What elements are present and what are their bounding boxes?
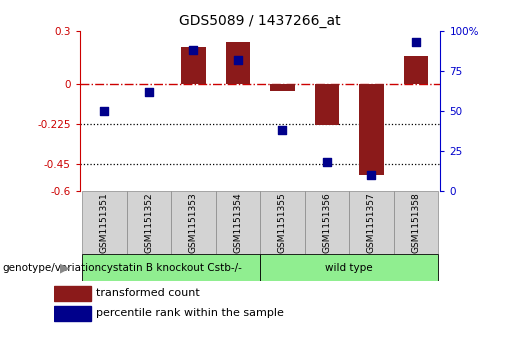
Bar: [349, 191, 393, 254]
Point: [411, 39, 420, 45]
Text: GSM1151352: GSM1151352: [144, 192, 153, 253]
Bar: [304, 191, 349, 254]
Point: [323, 159, 331, 165]
Title: GDS5089 / 1437266_at: GDS5089 / 1437266_at: [179, 15, 341, 28]
Point: [234, 57, 242, 62]
Bar: [127, 191, 171, 254]
Point: [189, 47, 197, 53]
Bar: [260, 254, 438, 281]
Bar: [260, 191, 304, 254]
Bar: [216, 191, 260, 254]
Bar: [54, 286, 91, 301]
Bar: [171, 191, 216, 254]
Bar: [393, 191, 438, 254]
Bar: [82, 191, 127, 254]
Text: GSM1151353: GSM1151353: [189, 192, 198, 253]
Text: ▶: ▶: [60, 261, 69, 274]
Text: GSM1151351: GSM1151351: [100, 192, 109, 253]
Text: GSM1151357: GSM1151357: [367, 192, 376, 253]
Bar: [404, 56, 428, 84]
Text: percentile rank within the sample: percentile rank within the sample: [96, 308, 284, 318]
Point: [100, 108, 109, 114]
Text: transformed count: transformed count: [96, 288, 199, 298]
Point: [278, 127, 286, 133]
Bar: [359, 84, 384, 175]
Text: genotype/variation: genotype/variation: [3, 263, 101, 273]
Bar: [181, 47, 205, 84]
Bar: [270, 84, 295, 91]
Text: cystatin B knockout Cstb-/-: cystatin B knockout Cstb-/-: [100, 263, 242, 273]
Text: GSM1151356: GSM1151356: [322, 192, 331, 253]
Text: GSM1151355: GSM1151355: [278, 192, 287, 253]
Bar: [82, 254, 260, 281]
Point: [145, 89, 153, 94]
Text: GSM1151354: GSM1151354: [233, 192, 243, 253]
Bar: [226, 41, 250, 84]
Bar: [315, 84, 339, 125]
Text: wild type: wild type: [325, 263, 373, 273]
Point: [367, 172, 375, 178]
Bar: [54, 306, 91, 321]
Text: GSM1151358: GSM1151358: [411, 192, 420, 253]
